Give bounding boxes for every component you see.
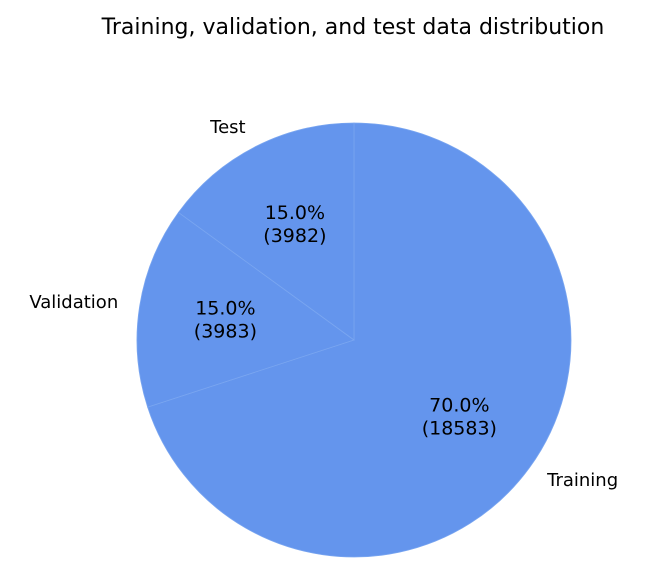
slice-count-training: (18583)	[422, 418, 497, 440]
pie-slices	[136, 122, 572, 558]
slice-count-test: (3982)	[263, 225, 326, 247]
slice-count-validation: (3983)	[194, 321, 257, 343]
chart-title: Training, validation, and test data dist…	[101, 15, 605, 40]
slice-percent-training: 70.0%	[429, 395, 489, 417]
slice-percent-test: 15.0%	[265, 202, 325, 224]
slice-label-validation: Validation	[29, 292, 118, 313]
pie-slice-validation	[136, 211, 355, 408]
slice-percent-validation: 15.0%	[195, 298, 255, 320]
pie-slice-test	[177, 122, 355, 341]
slice-label-test: Test	[209, 117, 245, 138]
pie-slice-training	[147, 122, 572, 558]
slice-label-training: Training	[546, 470, 618, 491]
